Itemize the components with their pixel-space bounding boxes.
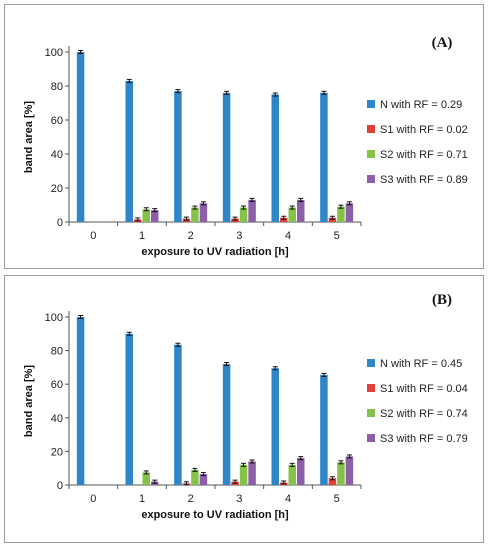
legend-swatch bbox=[367, 175, 375, 183]
bar-s1-4 bbox=[280, 217, 288, 222]
y-tick-label: 60 bbox=[51, 115, 63, 127]
bar-n-3 bbox=[222, 92, 231, 222]
y-tick-label: 40 bbox=[51, 149, 63, 161]
y-tick-label: 100 bbox=[45, 47, 63, 59]
bar-n-5 bbox=[320, 374, 328, 485]
y-tick-label: 20 bbox=[51, 446, 63, 458]
x-tick-label: 5 bbox=[334, 230, 340, 242]
y-axis-title: band area [%] bbox=[23, 101, 35, 173]
bar-s2-2 bbox=[191, 469, 199, 485]
x-tick-label: 3 bbox=[236, 230, 242, 242]
bar-n-0 bbox=[76, 317, 85, 485]
x-tick-label: 4 bbox=[285, 493, 291, 505]
y-tick-label: 0 bbox=[57, 480, 63, 492]
legend-swatch bbox=[367, 150, 375, 158]
chart-panel-a: 0 20 40 60 80 100 0 1 2 3 4 5 exposure to UV radiati… bbox=[4, 4, 484, 269]
bar-s1-5 bbox=[328, 217, 337, 222]
chart-a-svg: 0 20 40 60 80 100 0 1 2 3 4 5 exposure to UV radiati… bbox=[23, 35, 468, 258]
x-tick-label: 2 bbox=[188, 230, 194, 242]
y-tick-label: 20 bbox=[51, 183, 63, 195]
bar-s2-4 bbox=[288, 207, 296, 222]
legend-entry: S1 with RF = 0.02 bbox=[380, 124, 468, 136]
panel-label: (B) bbox=[432, 292, 452, 308]
legend-entry: S1 with RF = 0.04 bbox=[380, 383, 468, 395]
bar-s2-3 bbox=[239, 207, 248, 222]
bar-s2-4 bbox=[288, 464, 296, 485]
bar-s3-5 bbox=[345, 203, 354, 222]
y-tick-label: 80 bbox=[51, 81, 63, 93]
y-tick-label: 100 bbox=[45, 312, 63, 324]
bar-s2-5 bbox=[337, 206, 345, 222]
legend-entry: N with RF = 0.29 bbox=[380, 99, 462, 111]
chart-panel-b: 0 20 40 60 80 100 0 1 2 3 4 5 exposure to UV radiati… bbox=[4, 275, 484, 543]
bar-n-3 bbox=[222, 364, 231, 485]
y-tick-label: 40 bbox=[51, 413, 63, 425]
x-tick-label: 0 bbox=[90, 230, 96, 242]
bar-n-2 bbox=[174, 91, 182, 222]
bar-s3-2 bbox=[199, 203, 208, 222]
x-tick-label: 1 bbox=[139, 493, 145, 505]
y-tick-label: 0 bbox=[57, 217, 63, 229]
x-axis-title: exposure to UV radiation [h] bbox=[141, 509, 289, 521]
bar-s2-1 bbox=[142, 472, 150, 485]
panel-label: (A) bbox=[432, 35, 453, 51]
legend-swatch bbox=[367, 100, 375, 108]
legend-swatch bbox=[367, 409, 375, 417]
legend-entry: S2 with RF = 0.74 bbox=[380, 408, 468, 420]
legend-entry: S3 with RF = 0.79 bbox=[380, 433, 468, 445]
legend-entry: S3 with RF = 0.89 bbox=[380, 174, 468, 186]
bar-n-5 bbox=[320, 92, 328, 222]
bar-s3-3 bbox=[248, 199, 256, 222]
bar-s2-2 bbox=[191, 207, 199, 222]
bar-n-4 bbox=[271, 368, 279, 485]
bar-s3-5 bbox=[345, 456, 354, 485]
bar-n-4 bbox=[271, 94, 279, 222]
bar-s3-3 bbox=[248, 461, 256, 485]
bar-s3-4 bbox=[297, 458, 305, 485]
x-tick-label: 1 bbox=[139, 230, 145, 242]
bar-n-2 bbox=[174, 344, 182, 485]
legend-entry: N with RF = 0.45 bbox=[380, 358, 462, 370]
chart-b-svg: 0 20 40 60 80 100 0 1 2 3 4 5 exposure to UV radiati… bbox=[23, 292, 468, 521]
legend-entry: S2 with RF = 0.71 bbox=[380, 149, 468, 161]
bar-s2-5 bbox=[337, 462, 345, 485]
y-tick-label: 60 bbox=[51, 379, 63, 391]
legend-swatch bbox=[367, 359, 375, 367]
x-tick-label: 3 bbox=[236, 493, 242, 505]
x-tick-label: 0 bbox=[90, 493, 96, 505]
legend-swatch bbox=[367, 125, 375, 133]
x-tick-label: 2 bbox=[188, 493, 194, 505]
legend-swatch bbox=[367, 384, 375, 392]
bar-s1-5 bbox=[328, 478, 337, 485]
y-tick-label: 80 bbox=[51, 346, 63, 358]
bar-s3-4 bbox=[297, 199, 305, 222]
bar-s3-1 bbox=[151, 210, 159, 222]
x-axis-title: exposure to UV radiation [h] bbox=[141, 246, 289, 258]
x-tick-label: 4 bbox=[285, 230, 291, 242]
bar-s3-2 bbox=[199, 474, 208, 485]
x-tick-label: 5 bbox=[334, 493, 340, 505]
y-axis-title: band area [%] bbox=[23, 365, 35, 437]
bar-n-0 bbox=[76, 52, 85, 222]
legend-swatch bbox=[367, 434, 375, 442]
bar-s2-1 bbox=[142, 209, 150, 222]
bar-n-1 bbox=[125, 333, 133, 485]
bar-n-1 bbox=[125, 80, 133, 223]
bar-s2-3 bbox=[239, 464, 248, 485]
